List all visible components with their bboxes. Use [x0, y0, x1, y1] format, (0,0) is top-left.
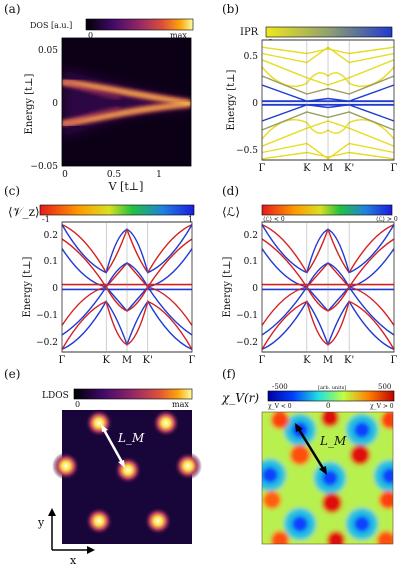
panel-a-xtick-0: 0 — [62, 170, 68, 180]
panel-d-ytick: 0 — [252, 284, 258, 294]
kpoint-label: K' — [344, 163, 354, 174]
panel-d-colorbar-min: ⟨ℒ⟩ < 0 — [263, 216, 285, 223]
panel-d-ylabel: Energy [t⊥] — [222, 256, 233, 317]
panel-c-yticks: 0.2 0.1 0 −0.1 −0.2 — [36, 231, 58, 348]
panel-e-spots — [52, 409, 202, 535]
kpoint-label: Γ — [391, 355, 398, 366]
panel-a-ylabel: Energy [t⊥] — [24, 73, 35, 134]
panel-a-xlabel: V [t⊥] — [108, 180, 144, 193]
panel-a-colorbar-max: max — [170, 31, 187, 40]
panel-b-ytick-bot: −0.5 — [236, 146, 258, 156]
panel-f-colorbar-min: -500 — [272, 383, 288, 391]
panel-d-label: (d) — [222, 184, 239, 198]
panel-c-label: (c) — [4, 184, 20, 198]
panel-d-yticks: 0.2 0.1 0 −0.1 −0.2 — [236, 231, 258, 348]
panel-e-lm-arrow — [101, 424, 125, 468]
kpoint-label: K — [102, 355, 110, 366]
panel-f-lm-label: L_M — [319, 434, 347, 448]
panel-c-ytick: −0.1 — [36, 311, 58, 321]
panel-b-ytick-mid: 0 — [252, 99, 258, 109]
panel-a-colorbar-min: 0 — [88, 31, 93, 40]
panel-d-colorbar-title: ⟨ℒ⟩ — [222, 205, 240, 219]
panel-c-ylabel: Energy [t⊥] — [22, 256, 33, 317]
panel-b-ytick-top: 0.5 — [244, 52, 259, 62]
panel-e-colorbar — [73, 388, 193, 400]
panel-a-colorbar — [85, 18, 194, 31]
panel-c: (c) ⟨𝒱_z⟩ -1 1 0.2 0.1 0 −0.1 −0.2 Γ K M K'… — [4, 184, 196, 366]
panel-d-colorbar — [261, 204, 393, 216]
panel-f-colorbar-neg-note: χ_V < 0 — [268, 403, 292, 410]
kpoint-label: K — [303, 163, 311, 174]
panel-c-ytick: 0.1 — [44, 257, 58, 267]
panel-d-ytick: −0.2 — [236, 338, 258, 348]
panel-f: (f) χ_V(r) -500 [arb. units] 500 χ_V < 0… — [221, 367, 395, 545]
panel-d-ytick: 0.2 — [244, 231, 258, 241]
panel-c-colorbar-title: ⟨𝒱_z⟩ — [8, 205, 40, 219]
panel-b-ylabel: Energy [t⊥] — [226, 69, 237, 130]
panel-b-label: (b) — [222, 2, 239, 16]
kpoint-label: Γ — [259, 163, 266, 174]
panel-e-colorbar-title: LDOS — [42, 391, 69, 401]
panel-e-axis-x: x — [70, 554, 77, 567]
kpoint-label: K' — [143, 355, 153, 366]
panel-b-kpoints: Γ K M K' Γ — [259, 40, 398, 174]
panel-a-ytick-top: 0.05 — [38, 46, 58, 56]
panel-e-axis-y: y — [37, 516, 45, 529]
kpoint-label: K' — [344, 355, 354, 366]
panel-f-colorbar-max: 500 — [378, 383, 391, 391]
kpoint-label: Γ — [391, 163, 398, 174]
panel-e-lm-label: L_M — [117, 431, 145, 445]
panel-a-colorbar-title: DOS [a.u.] — [30, 21, 72, 30]
panel-f-colorbar-units: [arb. units] — [318, 385, 346, 391]
panel-c-kpoints: Γ K M K' Γ — [59, 222, 196, 366]
panel-f-colorbar-mid: 0 — [326, 402, 330, 410]
panel-c-colorbar-min: -1 — [42, 215, 50, 224]
kpoint-label: M — [122, 355, 132, 366]
panel-c-ytick: 0 — [52, 284, 58, 294]
panel-e-colorbar-max: max — [172, 400, 189, 409]
panel-c-colorbar-max: 1 — [188, 215, 193, 224]
panel-e: (e) LDOS 0 max L_M y x — [4, 367, 202, 567]
panel-e-label: (e) — [4, 367, 20, 381]
kpoint-label: M — [323, 163, 333, 174]
kpoint-label: Γ — [189, 355, 196, 366]
panel-c-ytick: −0.2 — [36, 338, 58, 348]
panel-f-pattern — [262, 412, 393, 544]
panel-f-colorbar-title: χ_V(r) — [221, 391, 259, 405]
kpoint-label: Γ — [59, 355, 66, 366]
panel-a-label: (a) — [4, 2, 21, 16]
panel-f-colorbar — [267, 390, 395, 402]
kpoint-label: M — [323, 355, 333, 366]
kpoint-label: K — [303, 355, 311, 366]
panel-f-colorbar-pos-note: χ_V > 0 — [370, 403, 394, 410]
panel-a-heatmap — [62, 70, 191, 138]
panel-a-xtick-2: 1 — [156, 170, 162, 180]
panel-d-ytick: −0.1 — [236, 311, 258, 321]
panel-e-colorbar-min: 0 — [75, 400, 80, 409]
panel-a: (a) DOS [a.u.] 0 max 0.05 0 −0.05 0 0.5 … — [4, 2, 194, 193]
panel-f-lm-arrow — [295, 423, 327, 475]
panel-c-colorbar — [39, 204, 195, 216]
panel-b-colorbar — [265, 26, 393, 38]
kpoint-label: Γ — [259, 355, 266, 366]
panel-d: (d) ⟨ℒ⟩ ⟨ℒ⟩ < 0 ⟨ℒ⟩ > 0 0.2 0.1 0 −0.1 −… — [222, 184, 398, 366]
panel-f-label: (f) — [222, 367, 236, 381]
panel-a-xtick-1: 0.5 — [107, 170, 122, 180]
panel-e-axes-indicator: y x — [37, 508, 95, 567]
panel-d-kpoints: Γ K M K' Γ — [259, 222, 398, 366]
panel-a-ytick-mid: 0 — [52, 99, 58, 109]
panel-c-ytick: 0.2 — [44, 231, 58, 241]
panel-d-ytick: 0.1 — [244, 257, 258, 267]
panel-d-colorbar-max: ⟨ℒ⟩ > 0 — [376, 216, 398, 223]
panel-b-colorbar-title: IPR — [240, 27, 259, 38]
panel-a-ytick-bot: −0.05 — [30, 162, 58, 172]
